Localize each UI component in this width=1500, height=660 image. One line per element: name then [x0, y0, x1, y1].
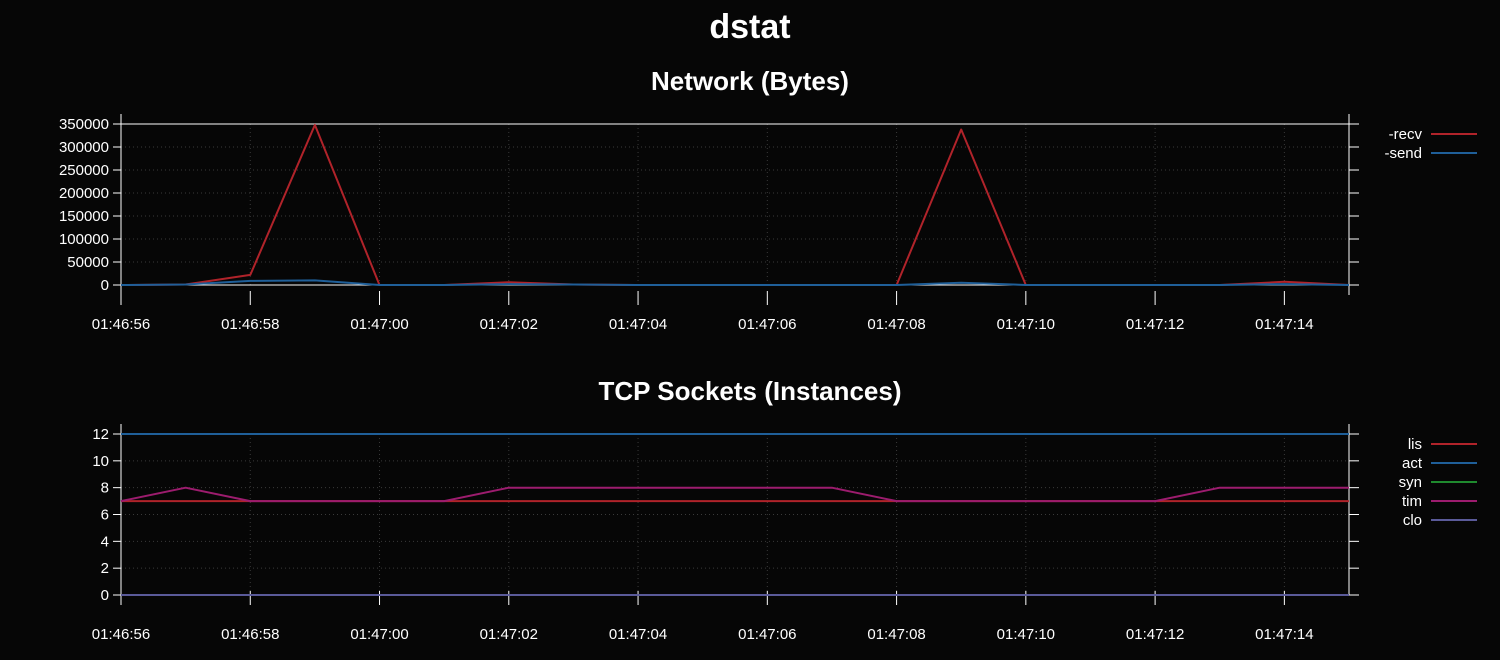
x-tick-label: 01:47:04 [609, 316, 667, 333]
x-tick-label: 01:47:08 [867, 626, 925, 643]
y-tick-label: 6 [101, 507, 109, 524]
y-tick-label: 0 [101, 277, 109, 294]
y-tick-label: 0 [101, 587, 109, 604]
y-tick-label: 150000 [59, 208, 109, 225]
x-tick-label: 01:47:00 [350, 316, 408, 333]
x-tick-label: 01:47:12 [1126, 316, 1184, 333]
y-tick-label: 200000 [59, 185, 109, 202]
x-tick-label: 01:47:10 [997, 626, 1055, 643]
series-line-recv [120, 123, 1350, 286]
x-tick-label: 01:47:06 [738, 626, 796, 643]
x-tick-label: 01:47:02 [480, 316, 538, 333]
x-tick-label: 01:47:14 [1255, 626, 1313, 643]
y-tick-label: 10 [92, 453, 109, 470]
x-tick-label: 01:46:58 [221, 626, 279, 643]
x-tick-label: 01:47:10 [997, 316, 1055, 333]
y-tick-label: 4 [101, 533, 109, 550]
x-tick-label: 01:47:04 [609, 626, 667, 643]
x-tick-label: 01:47:06 [738, 316, 796, 333]
y-tick-label: 350000 [59, 116, 109, 133]
legend-label: syn [1399, 474, 1422, 491]
series-line-send [120, 279, 1350, 286]
legend-label: act [1402, 455, 1423, 472]
y-tick-label: 300000 [59, 139, 109, 156]
y-tick-label: 12 [92, 426, 109, 443]
legend-label: -send [1384, 145, 1422, 162]
x-tick-label: 01:47:12 [1126, 626, 1184, 643]
x-tick-label: 01:47:00 [350, 626, 408, 643]
y-tick-label: 2 [101, 560, 109, 577]
y-tick-label: 50000 [67, 254, 109, 271]
chart-title: Network (Bytes) [651, 66, 849, 96]
x-tick-label: 01:46:56 [92, 626, 150, 643]
x-tick-label: 01:46:58 [221, 316, 279, 333]
x-tick-label: 01:46:56 [92, 316, 150, 333]
chart-title: TCP Sockets (Instances) [599, 376, 902, 406]
page-title: dstat [709, 8, 791, 46]
x-tick-label: 01:47:14 [1255, 316, 1313, 333]
x-tick-label: 01:47:02 [480, 626, 538, 643]
legend-label: clo [1403, 512, 1422, 529]
legend-label: tim [1402, 493, 1422, 510]
legend-label: -recv [1389, 126, 1423, 143]
y-tick-label: 100000 [59, 231, 109, 248]
x-tick-label: 01:47:08 [867, 316, 925, 333]
legend-label: lis [1408, 436, 1422, 453]
series-line-tim [120, 486, 1349, 503]
y-tick-label: 250000 [59, 162, 109, 179]
y-tick-label: 8 [101, 480, 109, 497]
